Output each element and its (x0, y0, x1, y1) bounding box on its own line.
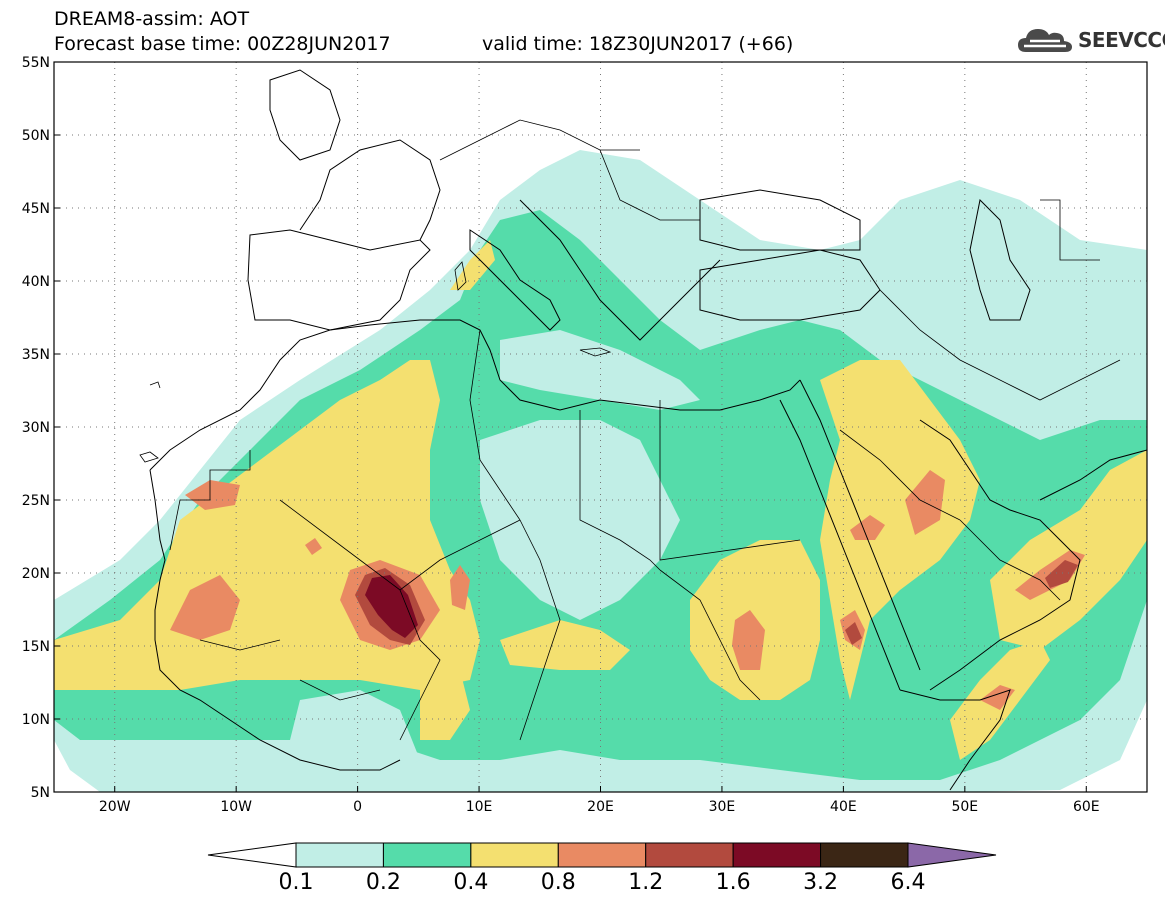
lat-tick-label: 25N (22, 493, 50, 509)
map-title: DREAM8-assim: AOT (54, 8, 250, 30)
colorbar-level-label: 1.2 (628, 870, 664, 895)
colorbar-box (645, 842, 734, 868)
islands (139, 261, 612, 463)
colorbar-under-arrow (207, 842, 297, 868)
aot-level-0.8 (305, 538, 322, 555)
aot-level-0.8 (850, 515, 885, 540)
seevccc-logo: SEEVCCC (1016, 24, 1165, 56)
lon-tick-label: 20W (99, 799, 131, 815)
colorbar-box (557, 842, 647, 868)
aot-level-0.8 (732, 610, 765, 670)
lon-tick-label: 0 (353, 799, 362, 815)
latitude-ticks: 55N 50N 45N 40N 35N 30N 25N 20N 15N 10N 5N (22, 55, 60, 801)
lat-tick-label: 55N (22, 55, 50, 71)
colorbar-level-label: 0.4 (453, 870, 489, 895)
lon-tick-label: 10W (220, 799, 252, 815)
aot-level-0.4 (500, 620, 630, 670)
aot-level-1.2 (845, 622, 862, 645)
aot-level-0.4 (990, 450, 1147, 650)
aot-level-0.4 (420, 670, 470, 740)
lon-tick-label: 20E (587, 799, 614, 815)
logo-text: SEEVCCC (1078, 28, 1165, 52)
colorbar-level-label: 6.4 (890, 870, 926, 895)
aot-level-0.1 (500, 330, 700, 410)
aot-level-0.4 (450, 240, 495, 290)
colorbar-level-label: 0.8 (540, 870, 576, 895)
colorbar-box (382, 842, 472, 868)
aot-level-0.8 (185, 480, 240, 510)
lat-tick-label: 30N (22, 420, 50, 436)
lat-tick-label: 15N (22, 639, 50, 655)
colorbar-level-label: 3.2 (803, 870, 839, 895)
lat-tick-label: 20N (22, 566, 50, 582)
colorbar-box (470, 842, 559, 868)
aot-level-1.6 (365, 575, 418, 638)
colorbar-over-arrow (907, 842, 997, 868)
aot-level-0.1 (290, 690, 420, 780)
country-borders (169, 119, 1121, 741)
colorbar-box (732, 842, 822, 868)
forecast-base-time: Forecast base time: 00Z28JUN2017 (54, 33, 391, 55)
lat-tick-label: 50N (22, 128, 50, 144)
aot-level-0.8 (170, 575, 240, 640)
colorbar-level-label: 0.1 (278, 870, 314, 895)
lat-tick-label: 10N (22, 712, 50, 728)
lat-tick-label: 45N (22, 201, 50, 217)
aot-level-0.8 (450, 565, 470, 610)
aot-field (54, 62, 1147, 792)
lat-tick-label: 5N (31, 785, 50, 801)
lon-tick-label: 40E (830, 799, 857, 815)
longitude-ticks: 20W 10W 0 10E 20E 30E 40E 50E 60E (99, 786, 1100, 815)
colorbar-box (295, 842, 384, 868)
lat-tick-label: 40N (22, 274, 50, 290)
lon-tick-label: 30E (709, 799, 736, 815)
coastlines (149, 69, 1147, 791)
lon-tick-label: 10E (466, 799, 493, 815)
lon-tick-label: 60E (1073, 799, 1100, 815)
colorbar-level-label: 1.6 (715, 870, 751, 895)
aot-level-1.2 (1045, 560, 1078, 588)
colorbar-level-label: 0.2 (365, 870, 401, 895)
valid-time: valid time: 18Z30JUN2017 (+66) (482, 33, 794, 55)
colorbar (207, 842, 997, 868)
lon-tick-label: 50E (951, 799, 978, 815)
colorbar-box (820, 842, 909, 868)
lat-tick-label: 35N (22, 347, 50, 363)
cloud-logo-icon (1018, 29, 1072, 52)
graticule (54, 62, 1147, 792)
